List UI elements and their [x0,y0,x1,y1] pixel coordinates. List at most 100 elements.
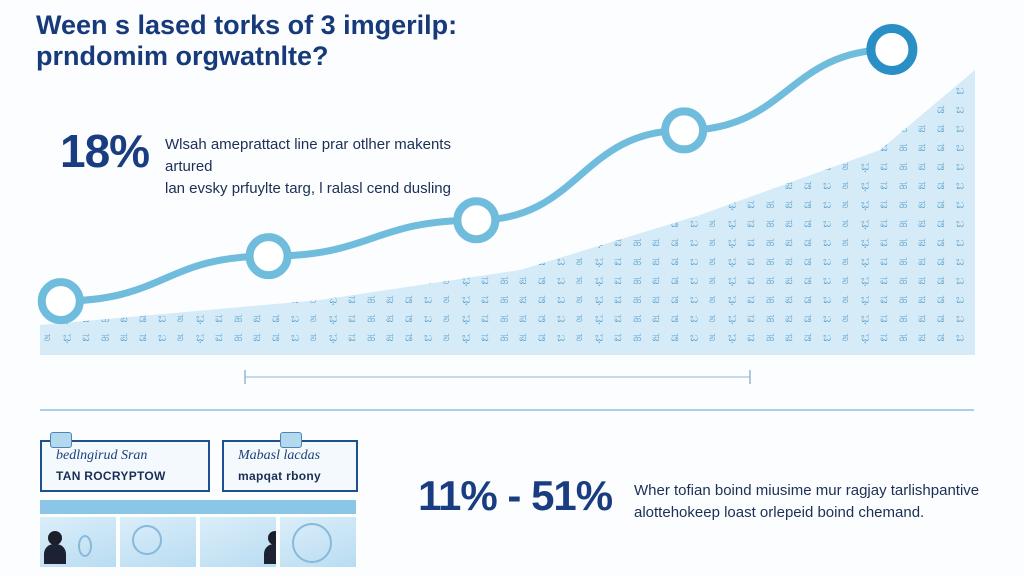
svg-text:ಪ: ಪ [386,292,394,306]
svg-text:ವ: ವ [614,64,622,78]
svg-text:ಬ: ಬ [291,102,299,116]
card-1-line-2: TAN ROCRYPTOW [56,469,166,483]
svg-text:ಭ: ಭ [595,64,603,78]
svg-text:ವ: ವ [880,311,888,325]
svg-text:ಹ: ಹ [500,64,508,78]
svg-text:ಹ: ಹ [500,140,508,154]
svg-text:ಡ: ಡ [671,311,679,325]
svg-text:ಪ: ಪ [120,330,128,344]
svg-text:ಬ: ಬ [823,292,831,306]
svg-text:ಬ: ಬ [291,83,299,97]
svg-text:ಹ: ಹ [234,311,242,325]
svg-text:ಡ: ಡ [538,273,546,287]
svg-text:ವ: ವ [215,83,223,97]
svg-text:ಹ: ಹ [633,178,641,192]
svg-text:ಭ: ಭ [861,311,869,325]
svg-text:ವ: ವ [880,83,888,97]
svg-text:ಡ: ಡ [804,197,812,211]
svg-text:ಪ: ಪ [785,330,793,344]
svg-text:ಭ: ಭ [595,121,603,135]
svg-text:ಶ: ಶ [44,159,51,173]
svg-text:ಪ: ಪ [253,216,261,230]
svg-text:ವ: ವ [614,235,622,249]
svg-text:ಡ: ಡ [272,311,280,325]
svg-text:ಪ: ಪ [386,64,394,78]
data-point [453,197,500,244]
svg-text:ಭ: ಭ [196,64,204,78]
svg-text:ಶ: ಶ [709,330,716,344]
svg-text:ಬ: ಬ [424,254,432,268]
svg-text:ಡ: ಡ [272,102,280,116]
range-stat-description: Wher tofian boind miusime mur ragjay tar… [634,480,994,524]
svg-text:ಭ: ಭ [728,235,736,249]
svg-text:ಪ: ಪ [519,121,527,135]
main-desc-line-1: Wlsah ameprattact line prar otlher maken… [165,136,451,175]
svg-text:ವ: ವ [880,159,888,173]
svg-text:ಶ: ಶ [310,121,317,135]
svg-text:ಭ: ಭ [861,140,869,154]
svg-text:ಪ: ಪ [918,121,926,135]
svg-text:ಭ: ಭ [861,216,869,230]
svg-text:ಹ: ಹ [500,254,508,268]
svg-text:ಹ: ಹ [234,64,242,78]
svg-text:ಬ: ಬ [158,83,166,97]
svg-text:ಹ: ಹ [899,273,907,287]
svg-text:ಡ: ಡ [671,197,679,211]
title-line-1: Ween s lased torks of 3 imgerilp: [36,10,458,40]
svg-text:ಹ: ಹ [500,330,508,344]
svg-text:ಬ: ಬ [956,178,964,192]
svg-text:ಡ: ಡ [538,64,546,78]
svg-text:ವ: ವ [747,140,755,154]
svg-text:ಶ: ಶ [709,273,716,287]
svg-text:ಡ: ಡ [538,235,546,249]
svg-text:ಬ: ಬ [956,121,964,135]
svg-text:ಪ: ಪ [253,292,261,306]
svg-text:ಭ: ಭ [462,330,470,344]
svg-text:ಶ: ಶ [576,216,583,230]
svg-text:ಶ: ಶ [443,254,450,268]
range-stat-value: 11% - 51% [418,472,613,519]
svg-text:ಡ: ಡ [538,159,546,173]
svg-text:ವ: ವ [747,273,755,287]
svg-text:ಡ: ಡ [937,216,945,230]
section-divider [40,409,974,411]
svg-text:ಹ: ಹ [633,102,641,116]
svg-text:ಭ: ಭ [861,254,869,268]
svg-text:ಡ: ಡ [405,64,413,78]
svg-text:ಪ: ಪ [386,235,394,249]
svg-text:ಶ: ಶ [842,273,849,287]
svg-text:ಹ: ಹ [367,64,375,78]
svg-text:ಹ: ಹ [766,330,774,344]
svg-text:ಶ: ಶ [443,330,450,344]
svg-text:ಭ: ಭ [63,197,71,211]
svg-text:ಶ: ಶ [709,292,716,306]
svg-text:ಬ: ಬ [690,178,698,192]
svg-text:ಹ: ಹ [367,102,375,116]
svg-text:ವ: ವ [747,178,755,192]
svg-text:ವ: ವ [481,83,489,97]
svg-text:ವ: ವ [880,235,888,249]
svg-text:ವ: ವ [614,102,622,116]
svg-text:ಪ: ಪ [120,102,128,116]
svg-text:ಡ: ಡ [139,330,147,344]
svg-text:ಭ: ಭ [63,83,71,97]
svg-text:ವ: ವ [880,197,888,211]
svg-text:ಬ: ಬ [557,102,565,116]
svg-text:ಭ: ಭ [329,216,337,230]
svg-text:ಹ: ಹ [367,311,375,325]
main-stat-value: 18% [60,125,150,177]
svg-text:ಶ: ಶ [709,197,716,211]
svg-text:ಪ: ಪ [652,102,660,116]
svg-text:ಡ: ಡ [538,102,546,116]
svg-text:ಹ: ಹ [766,140,774,154]
svg-text:ಹ: ಹ [633,159,641,173]
svg-text:ಡ: ಡ [405,273,413,287]
main-stat-description: Wlsah ameprattact line prar otlher maken… [165,134,495,200]
svg-text:ಭ: ಭ [329,273,337,287]
svg-text:ಪ: ಪ [519,273,527,287]
svg-text:ಹ: ಹ [101,102,109,116]
svg-text:ಹ: ಹ [899,159,907,173]
svg-text:ಹ: ಹ [367,254,375,268]
svg-text:ಹ: ಹ [899,121,907,135]
svg-text:ಬ: ಬ [424,102,432,116]
